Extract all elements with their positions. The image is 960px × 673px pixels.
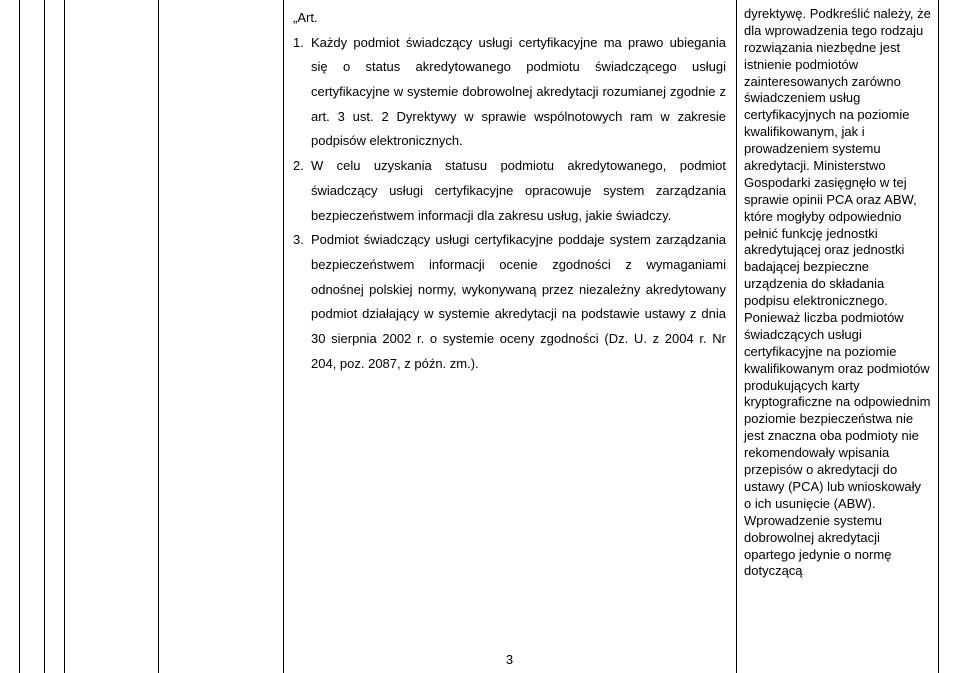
article-label: „Art. — [293, 6, 726, 31]
paragraph-text: Każdy podmiot świadczący usługi certyfik… — [311, 31, 726, 154]
commentary-text: dyrektywę. Podkreślić należy, że dla wpr… — [744, 6, 931, 580]
paragraph-1: 1. Każdy podmiot świadczący usługi certy… — [293, 31, 726, 154]
column-rule — [736, 0, 737, 673]
column-rule — [158, 0, 159, 673]
main-text-column: „Art. 1. Każdy podmiot świadczący usługi… — [293, 6, 726, 376]
column-rule — [64, 0, 65, 673]
paragraph-number: 3. — [293, 228, 311, 376]
column-rule — [19, 0, 20, 673]
paragraph-text: Podmiot świadczący usługi certyfikacyjne… — [311, 228, 726, 376]
paragraph-number: 2. — [293, 154, 311, 228]
paragraph-text: W celu uzyskania statusu podmiotu akredy… — [311, 154, 726, 228]
paragraph-2: 2. W celu uzyskania statusu podmiotu akr… — [293, 154, 726, 228]
column-rule — [44, 0, 45, 673]
page-number: 3 — [293, 652, 726, 667]
column-rule — [938, 0, 939, 673]
right-commentary-column: dyrektywę. Podkreślić należy, że dla wpr… — [744, 6, 931, 580]
paragraph-number: 1. — [293, 31, 311, 154]
column-rule — [283, 0, 284, 673]
document-page: „Art. 1. Każdy podmiot świadczący usługi… — [0, 0, 960, 673]
paragraph-3: 3. Podmiot świadczący usługi certyfikacy… — [293, 228, 726, 376]
